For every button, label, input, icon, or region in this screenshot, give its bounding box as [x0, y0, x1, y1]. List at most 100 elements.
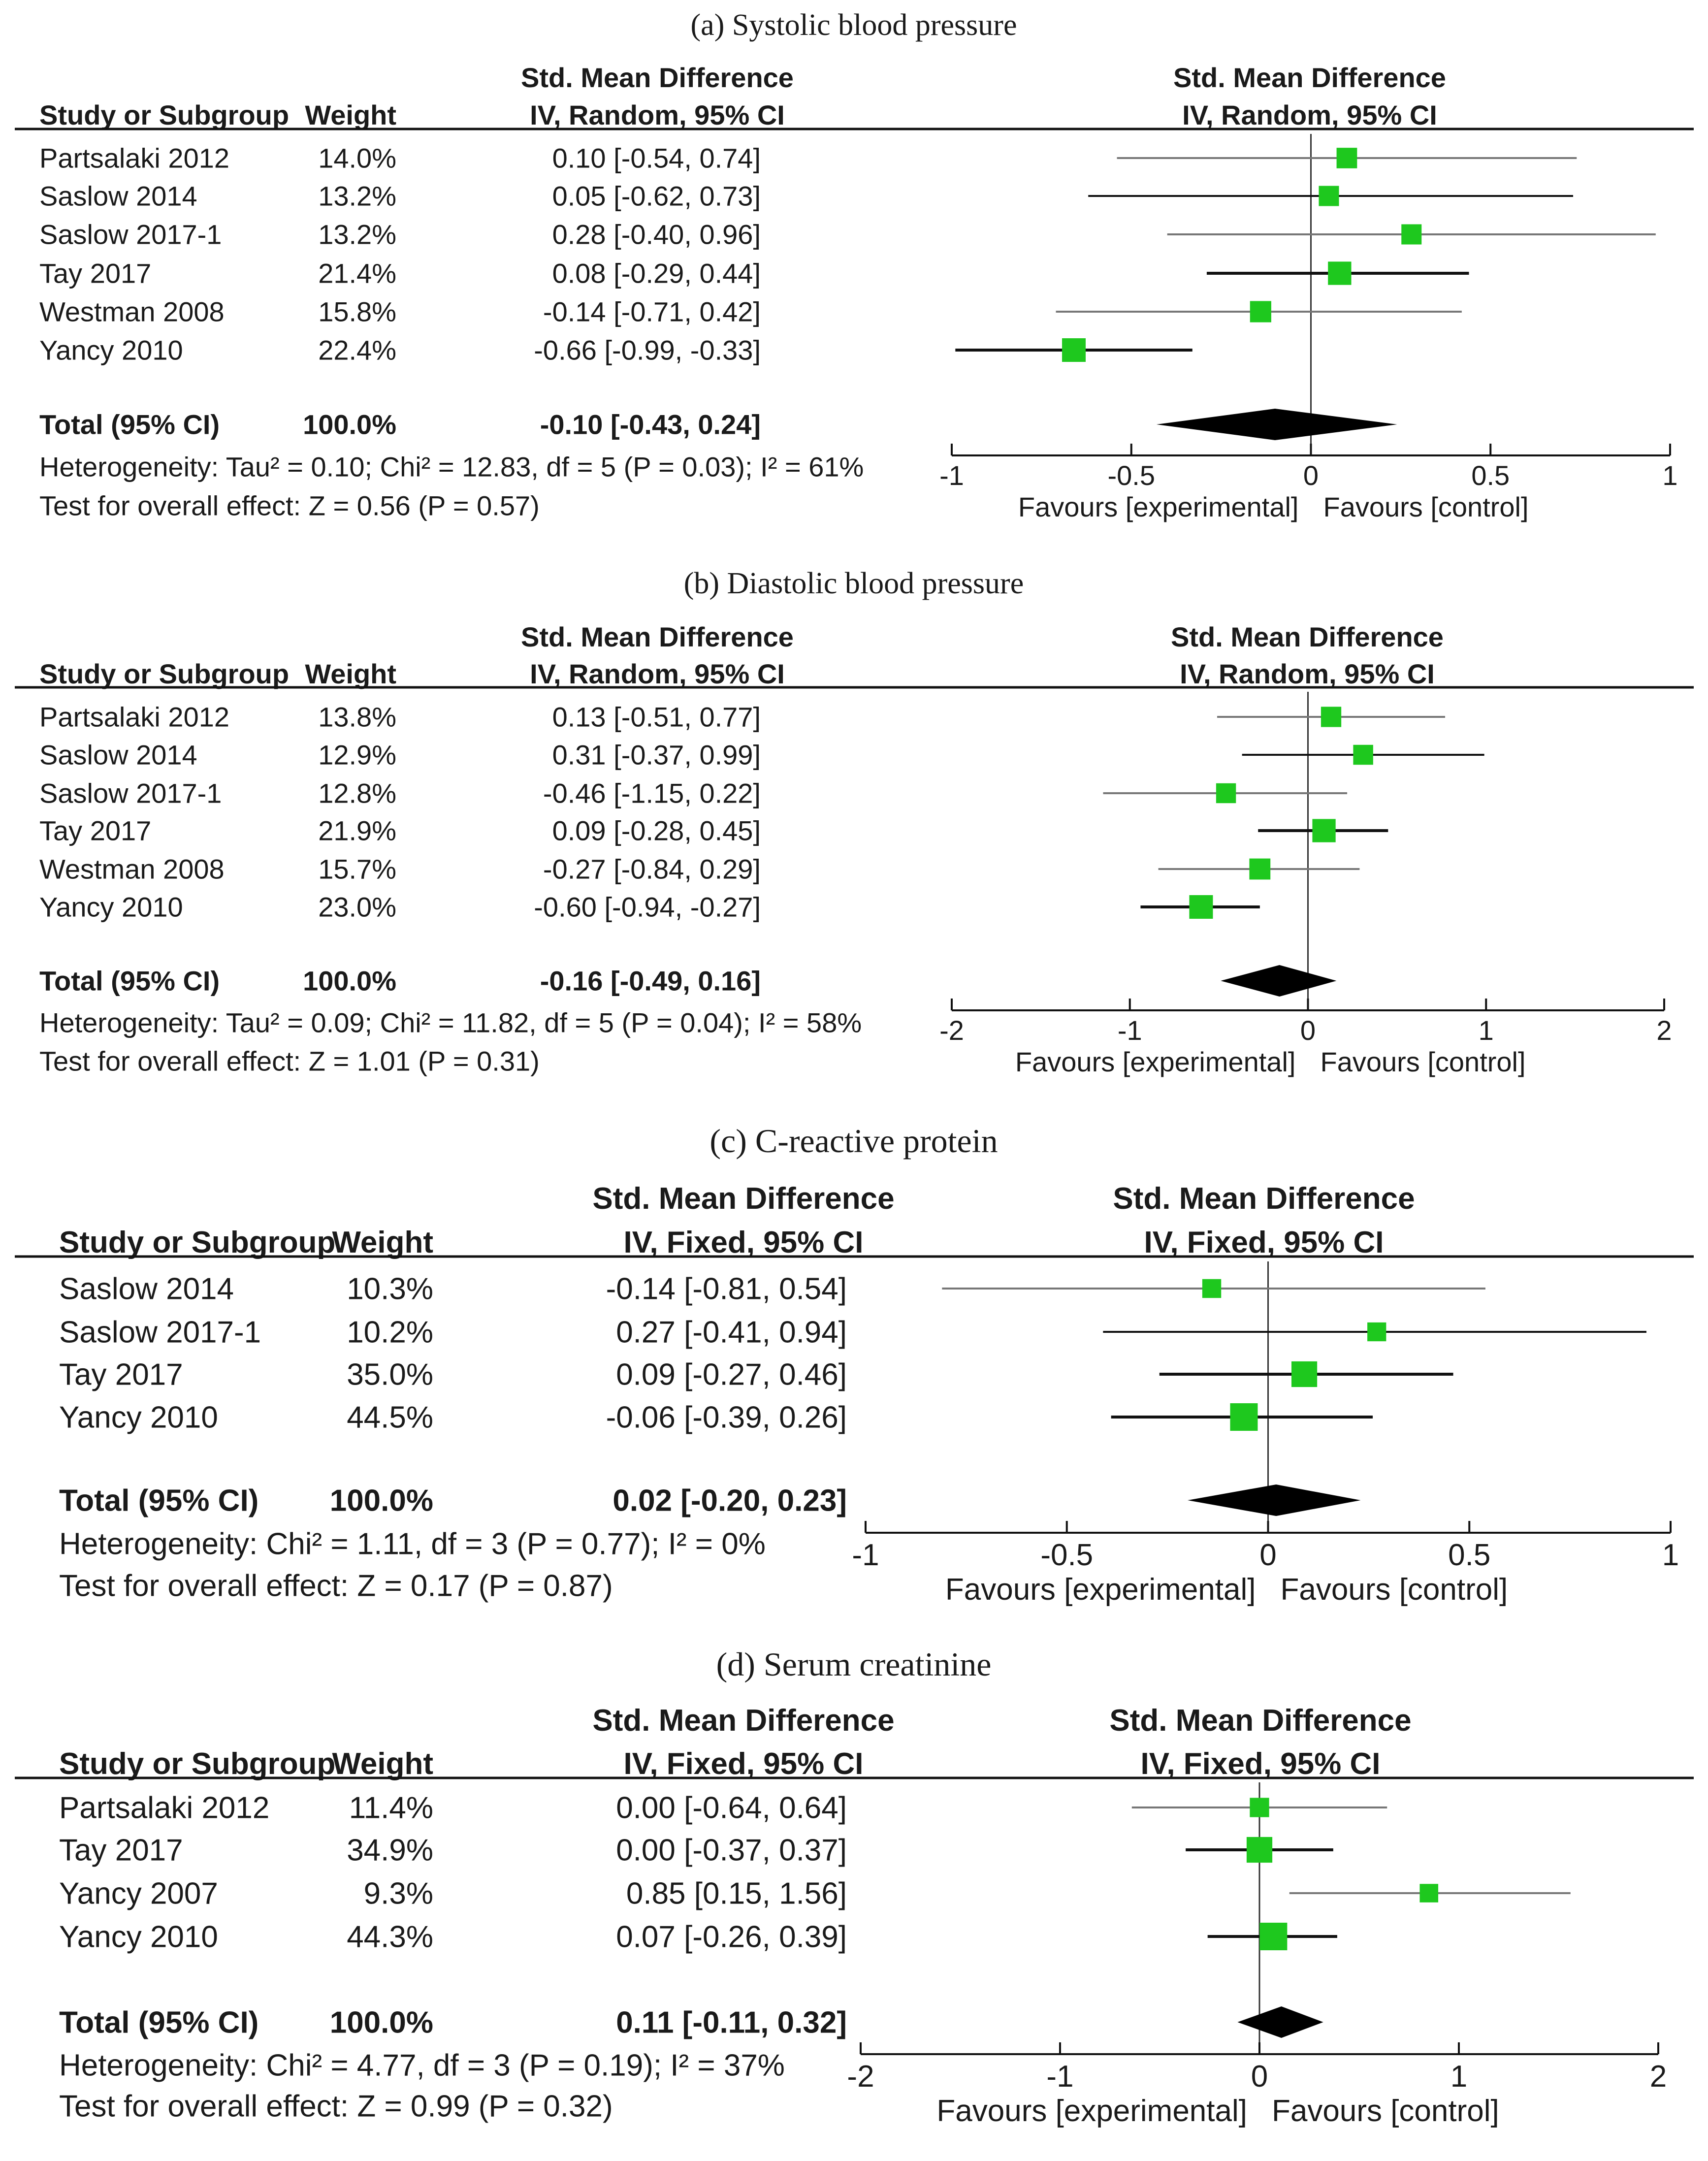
total-effect-ci: -0.16 [-0.49, 0.16] [540, 966, 761, 997]
x-tick-label: 0 [1251, 2060, 1268, 2094]
study-point-estimate [1202, 1279, 1222, 1298]
header-effect-group: Std. Mean Difference [521, 621, 794, 652]
study-effect-ci: 0.00 [-0.64, 0.64] [616, 1791, 847, 1825]
study-name: Saslow 2017-1 [59, 1316, 261, 1350]
header-effect-method: IV, Random, 95% CI [530, 99, 785, 130]
study-point-estimate [1321, 707, 1342, 727]
header-plot-group: Std. Mean Difference [1171, 621, 1444, 652]
x-tick-label: 0 [1303, 460, 1319, 491]
x-tick-label: 1 [1450, 2060, 1467, 2094]
x-tick-label: -2 [939, 1015, 964, 1046]
total-label: Total (95% CI) [39, 409, 220, 440]
favours-control-label: Favours [control] [1323, 491, 1529, 522]
overall-effect-text: Test for overall effect: Z = 1.01 (P = 0… [39, 1046, 540, 1077]
study-name: Saslow 2014 [39, 740, 197, 771]
overall-effect-text: Test for overall effect: Z = 0.17 (P = 0… [59, 1569, 613, 1603]
study-weight: 12.8% [318, 778, 396, 809]
heterogeneity-text: Heterogeneity: Tau² = 0.09; Chi² = 11.82… [39, 1007, 862, 1038]
x-tick-label: 0.5 [1448, 1538, 1490, 1572]
heterogeneity-text: Heterogeneity: Chi² = 4.77, df = 3 (P = … [59, 2049, 785, 2083]
header-effect-method: IV, Fixed, 95% CI [623, 1747, 863, 1781]
favours-experimental-label: Favours [experimental] [945, 1573, 1256, 1607]
total-label: Total (95% CI) [39, 966, 220, 997]
favours-experimental-label: Favours [experimental] [1018, 491, 1299, 522]
x-tick-label: -0.5 [1040, 1538, 1093, 1572]
study-effect-ci: -0.14 [-0.81, 0.54] [606, 1272, 847, 1306]
study-name: Yancy 2010 [59, 1920, 218, 1954]
study-point-estimate [1189, 895, 1213, 919]
pooled-diamond [1221, 965, 1337, 997]
study-point-estimate [1249, 858, 1271, 880]
pooled-diamond [1188, 1484, 1361, 1516]
study-weight: 35.0% [347, 1358, 433, 1392]
study-effect-ci: 0.08 [-0.29, 0.44] [552, 258, 761, 289]
study-name: Tay 2017 [59, 1834, 183, 1868]
study-weight: 13.8% [318, 702, 396, 733]
x-tick-label: 2 [1656, 1015, 1672, 1046]
study-point-estimate [1312, 819, 1336, 842]
header-effect-group: Std. Mean Difference [592, 1182, 894, 1216]
total-effect-ci: 0.11 [-0.11, 0.32] [616, 2006, 847, 2040]
study-weight: 44.3% [347, 1920, 433, 1954]
study-name: Partsalaki 2012 [59, 1791, 269, 1825]
x-tick-label: 1 [1662, 460, 1677, 491]
study-point-estimate [1353, 744, 1373, 765]
study-effect-ci: -0.46 [-1.15, 0.22] [543, 778, 761, 809]
study-name: Partsalaki 2012 [39, 143, 229, 174]
x-tick-label: 1 [1662, 1538, 1679, 1572]
panel-title: (a) Systolic blood pressure [691, 8, 1017, 42]
study-point-estimate [1419, 1884, 1439, 1903]
study-name: Saslow 2017-1 [39, 778, 222, 809]
study-effect-ci: 0.09 [-0.27, 0.46] [616, 1358, 847, 1392]
study-weight: 21.4% [318, 258, 396, 289]
study-effect-ci: -0.14 [-0.71, 0.42] [543, 296, 761, 327]
x-tick-label: -1 [939, 460, 964, 491]
study-point-estimate [1336, 148, 1357, 168]
favours-experimental-label: Favours [experimental] [1015, 1046, 1296, 1077]
header-weight: Weight [332, 1226, 434, 1259]
study-weight: 15.8% [318, 296, 396, 327]
total-label: Total (95% CI) [59, 2006, 258, 2040]
study-effect-ci: -0.27 [-0.84, 0.29] [543, 854, 761, 885]
study-effect-ci: 0.09 [-0.28, 0.45] [552, 815, 761, 846]
favours-control-label: Favours [control] [1321, 1046, 1526, 1077]
x-tick-label: 0 [1259, 1538, 1276, 1572]
header-plot-group: Std. Mean Difference [1173, 62, 1446, 93]
x-tick-label: 0 [1300, 1015, 1316, 1046]
header-plot-method: IV, Fixed, 95% CI [1140, 1747, 1380, 1781]
study-effect-ci: 0.00 [-0.37, 0.37] [616, 1834, 847, 1868]
total-effect-ci: 0.02 [-0.20, 0.23] [612, 1484, 847, 1518]
overall-effect-text: Test for overall effect: Z = 0.56 (P = 0… [39, 490, 540, 521]
study-name: Tay 2017 [39, 815, 151, 846]
total-weight: 100.0% [330, 1484, 433, 1518]
study-point-estimate [1291, 1361, 1318, 1387]
study-name: Westman 2008 [39, 854, 225, 885]
study-weight: 34.9% [347, 1834, 433, 1868]
study-name: Tay 2017 [59, 1358, 183, 1392]
total-weight: 100.0% [303, 966, 396, 997]
study-point-estimate [1367, 1322, 1386, 1342]
x-tick-label: -0.5 [1108, 460, 1156, 491]
header-plot-method: IV, Random, 95% CI [1182, 99, 1437, 130]
study-effect-ci: 0.85 [0.15, 1.56] [626, 1877, 847, 1911]
x-tick-label: 2 [1650, 2060, 1667, 2094]
study-effect-ci: -0.06 [-0.39, 0.26] [606, 1401, 847, 1435]
favours-control-label: Favours [control] [1281, 1573, 1508, 1607]
study-point-estimate [1328, 261, 1352, 285]
header-weight: Weight [305, 658, 396, 689]
header-study: Study or Subgroup [39, 658, 289, 689]
study-weight: 22.4% [318, 335, 396, 366]
header-plot-group: Std. Mean Difference [1113, 1182, 1415, 1216]
study-effect-ci: 0.31 [-0.37, 0.99] [552, 740, 761, 771]
study-point-estimate [1259, 1923, 1288, 1950]
study-effect-ci: 0.27 [-0.41, 0.94] [616, 1316, 847, 1350]
study-effect-ci: 0.28 [-0.40, 0.96] [552, 219, 761, 250]
study-point-estimate [1216, 783, 1236, 804]
header-study: Study or Subgroup [59, 1226, 335, 1259]
study-weight: 14.0% [318, 143, 396, 174]
x-tick-label: 0.5 [1471, 460, 1510, 491]
study-name: Westman 2008 [39, 296, 225, 327]
header-weight: Weight [332, 1747, 434, 1781]
study-point-estimate [1062, 338, 1086, 362]
